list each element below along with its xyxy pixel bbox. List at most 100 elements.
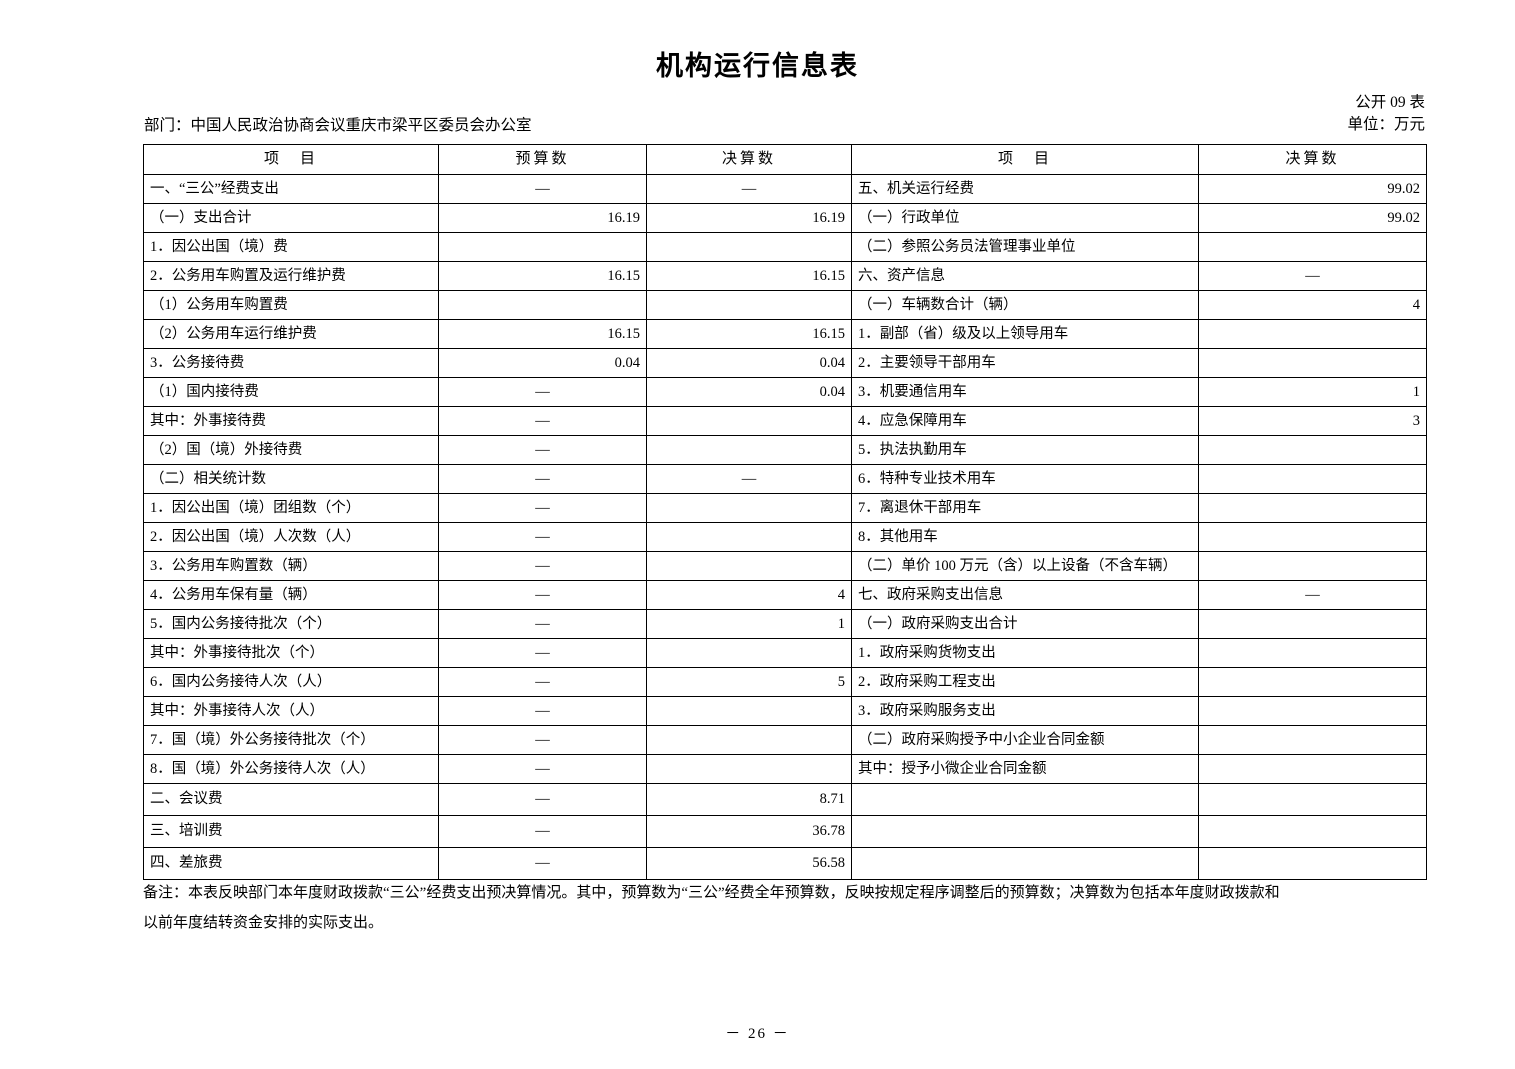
cell-item-left: 四、差旅费 bbox=[143, 847, 439, 880]
cell-budget: — bbox=[438, 464, 647, 494]
cell-item-right: （一）政府采购支出合计 bbox=[851, 609, 1199, 639]
cell-final-right bbox=[1198, 667, 1427, 697]
cell-item-right: （二）政府采购授予中小企业合同金额 bbox=[851, 725, 1199, 755]
cell-final-right bbox=[1198, 638, 1427, 668]
table-row: 5．国内公务接待批次（个） —1 （一）政府采购支出合计 bbox=[143, 609, 1427, 639]
col-header-budget: 预算数 bbox=[438, 144, 647, 175]
cell-final-left: 4 bbox=[646, 580, 852, 610]
cell-item-left: 1．因公出国（境）费 bbox=[143, 232, 439, 262]
table-row: 3．公务接待费 0.04 0.04 2．主要领导干部用车 bbox=[143, 348, 1427, 378]
document-meta-right: 公开 09 表 单位：万元 bbox=[1125, 92, 1425, 136]
cell-item-left: （2）公务用车运行维护费 bbox=[143, 319, 439, 349]
cell-budget: — bbox=[438, 815, 647, 848]
table-row: （2）公务用车运行维护费 16.15 16.15 1．副部（省）级及以上领导用车 bbox=[143, 319, 1427, 349]
cell-budget: — bbox=[438, 667, 647, 697]
cell-final-left bbox=[646, 435, 852, 465]
cell-item-left: 2．因公出国（境）人次数（人） bbox=[143, 522, 439, 552]
cell-final-right: 3 bbox=[1198, 406, 1427, 436]
cell-final-right bbox=[1198, 725, 1427, 755]
cell-final-right bbox=[1198, 815, 1427, 848]
cell-final-left bbox=[646, 406, 852, 436]
institution-operation-table: 项 目 预算数 决算数 项 目 决算数 一、“三公”经费支出 — — 五、机关运行经费… bbox=[143, 144, 1427, 880]
cell-budget: 16.15 bbox=[438, 261, 647, 291]
cell-final-right bbox=[1198, 319, 1427, 349]
cell-final-left: 16.19 bbox=[646, 203, 852, 233]
cell-budget: — bbox=[438, 609, 647, 639]
cell-item-right: 五、机关运行经费 bbox=[851, 174, 1199, 204]
table-row: 4．公务用车保有量（辆） —4 七、政府采购支出信息 — bbox=[143, 580, 1427, 610]
cell-budget bbox=[438, 290, 647, 320]
cell-final-left bbox=[646, 696, 852, 726]
cell-final-left bbox=[646, 232, 852, 262]
cell-budget: — bbox=[438, 696, 647, 726]
cell-item-right: （二）参照公务员法管理事业单位 bbox=[851, 232, 1199, 262]
cell-budget: — bbox=[438, 783, 647, 816]
cell-final-left bbox=[646, 725, 852, 755]
cell-item-left: 6．国内公务接待人次（人） bbox=[143, 667, 439, 697]
cell-item-left: 其中：外事接待批次（个） bbox=[143, 638, 439, 668]
cell-item-right: 2．政府采购工程支出 bbox=[851, 667, 1199, 697]
table-row: 2．因公出国（境）人次数（人） — 8．其他用车 bbox=[143, 522, 1427, 552]
cell-final-right bbox=[1198, 754, 1427, 784]
footnote: 备注：本表反映部门本年度财政拨款“三公”经费支出预决算情况。其中，预算数为“三公… bbox=[143, 878, 1428, 938]
cell-item-right: （一）行政单位 bbox=[851, 203, 1199, 233]
cell-item-right: 8．其他用车 bbox=[851, 522, 1199, 552]
cell-item-right: 3．政府采购服务支出 bbox=[851, 696, 1199, 726]
cell-final-left bbox=[646, 638, 852, 668]
cell-item-left: （二）相关统计数 bbox=[143, 464, 439, 494]
footnote-line-1: 备注：本表反映部门本年度财政拨款“三公”经费支出预决算情况。其中，预算数为“三公… bbox=[143, 885, 1280, 901]
table-row: 其中：外事接待人次（人） — 3．政府采购服务支出 bbox=[143, 696, 1427, 726]
cell-budget: — bbox=[438, 522, 647, 552]
cell-final-left bbox=[646, 522, 852, 552]
cell-item-right bbox=[851, 847, 1199, 880]
cell-final-left: 1 bbox=[646, 609, 852, 639]
cell-budget: — bbox=[438, 406, 647, 436]
cell-item-left: （一）支出合计 bbox=[143, 203, 439, 233]
cell-budget bbox=[438, 232, 647, 262]
cell-final-right bbox=[1198, 435, 1427, 465]
cell-final-right bbox=[1198, 783, 1427, 816]
table-row: 1．因公出国（境）团组数（个） — 7．离退休干部用车 bbox=[143, 493, 1427, 523]
cell-final-left bbox=[646, 754, 852, 784]
cell-final-left: 56.58 bbox=[646, 847, 852, 880]
cell-item-right: 3．机要通信用车 bbox=[851, 377, 1199, 407]
cell-item-left: 5．国内公务接待批次（个） bbox=[143, 609, 439, 639]
cell-final-left: 0.04 bbox=[646, 348, 852, 378]
cell-item-right: 5．执法执勤用车 bbox=[851, 435, 1199, 465]
cell-item-right bbox=[851, 815, 1199, 848]
cell-final-right bbox=[1198, 847, 1427, 880]
cell-final-right bbox=[1198, 522, 1427, 552]
cell-final-left: 5 bbox=[646, 667, 852, 697]
cell-item-left: 4．公务用车保有量（辆） bbox=[143, 580, 439, 610]
cell-final-left bbox=[646, 551, 852, 581]
footnote-line-2: 以前年度结转资金安排的实际支出。 bbox=[143, 915, 384, 931]
cell-final-right: 1 bbox=[1198, 377, 1427, 407]
table-row: （1）公务用车购置费 （一）车辆数合计（辆） 4 bbox=[143, 290, 1427, 320]
cell-final-left: 36.78 bbox=[646, 815, 852, 848]
form-code: 公开 09 表 bbox=[1355, 94, 1425, 111]
cell-budget: — bbox=[438, 638, 647, 668]
cell-item-left: 3．公务接待费 bbox=[143, 348, 439, 378]
cell-final-left: 16.15 bbox=[646, 261, 852, 291]
table-body: 一、“三公”经费支出 — — 五、机关运行经费 99.02 （一）支出合计 16.19 16.… bbox=[143, 174, 1427, 880]
cell-item-right: 7．离退休干部用车 bbox=[851, 493, 1199, 523]
table-row: 6．国内公务接待人次（人） —5 2．政府采购工程支出 bbox=[143, 667, 1427, 697]
table-row: 1．因公出国（境）费 （二）参照公务员法管理事业单位 bbox=[143, 232, 1427, 262]
col-header-item-left: 项 目 bbox=[143, 144, 439, 175]
cell-final-right: 99.02 bbox=[1198, 174, 1427, 204]
cell-budget: — bbox=[438, 377, 647, 407]
cell-budget: — bbox=[438, 847, 647, 880]
table-row: 其中：外事接待批次（个） — 1．政府采购货物支出 bbox=[143, 638, 1427, 668]
cell-final-left: 8.71 bbox=[646, 783, 852, 816]
cell-item-right: （二）单价 100 万元（含）以上设备（不含车辆） bbox=[851, 551, 1199, 581]
cell-budget: — bbox=[438, 551, 647, 581]
cell-item-right: 六、资产信息 bbox=[851, 261, 1199, 291]
cell-final-right bbox=[1198, 696, 1427, 726]
cell-item-right bbox=[851, 783, 1199, 816]
cell-budget: — bbox=[438, 435, 647, 465]
cell-final-right bbox=[1198, 493, 1427, 523]
table-row: （二）相关统计数 — —6．特种专业技术用车 bbox=[143, 464, 1427, 494]
unit-label: 单位：万元 bbox=[1347, 116, 1425, 133]
cell-budget: — bbox=[438, 174, 647, 204]
cell-budget: 0.04 bbox=[438, 348, 647, 378]
